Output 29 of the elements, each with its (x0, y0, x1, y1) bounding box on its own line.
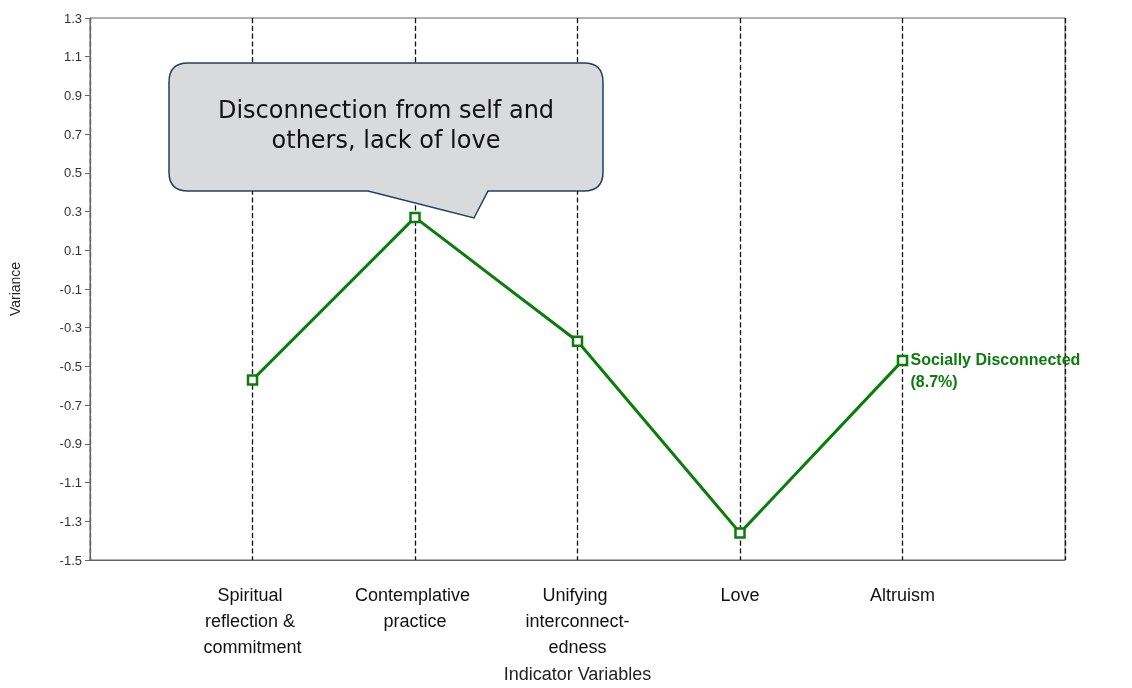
y-tick-label: 0.1 (63, 242, 82, 258)
point (896, 354, 909, 367)
x-tick-label: Unifying interconnect-edness (525, 585, 630, 657)
x-axis-title: Indicator Variables (503, 663, 652, 684)
y-tick-label: 0.7 (63, 126, 82, 142)
point (734, 527, 746, 539)
x-tick-label: Contemplative practice (354, 585, 476, 631)
x-tick-label: Love (720, 585, 760, 605)
point (571, 335, 584, 348)
point (409, 211, 421, 224)
x-tick-label: Altruism (869, 585, 936, 605)
y-tick-label: 0.5 (63, 165, 82, 181)
y-tick-label: -0.3 (59, 320, 82, 336)
y-tick-label: -1.5 (59, 552, 82, 568)
y-tick-label: -0.1 (59, 281, 82, 297)
y-tick-label: 1.3 (63, 10, 82, 26)
point (246, 374, 259, 386)
y-tick-label: -0.7 (59, 397, 82, 413)
series-label: Socially Disconnected (8.7%) (910, 351, 1085, 391)
y-tick-label: -1.1 (59, 475, 82, 491)
x-tick-label: Spiritual reflection & commitment (203, 585, 302, 657)
y-tick-label: -0.9 (59, 436, 82, 452)
y-tick-label: 1.1 (63, 49, 82, 65)
y-axis-title: Variance (7, 261, 23, 317)
y-tick-label: -0.5 (59, 358, 82, 374)
y-tick-label: -1.3 (59, 513, 82, 529)
y-tick-label: 0.3 (63, 204, 82, 220)
y-tick-label: 0.9 (63, 87, 82, 103)
annotation: Disconnection from self and others, lack of love (216, 95, 556, 155)
